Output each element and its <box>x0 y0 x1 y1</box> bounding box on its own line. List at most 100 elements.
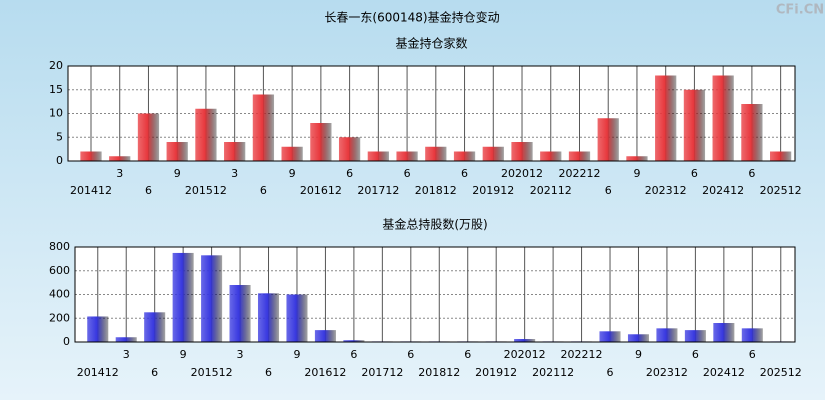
bar <box>195 108 217 161</box>
bar <box>367 151 389 161</box>
x-tick-label: 202112 <box>530 184 572 197</box>
x-tick-label: 3 <box>237 348 244 361</box>
bar <box>109 156 131 161</box>
bar <box>87 316 109 342</box>
bar <box>396 151 418 161</box>
x-tick-label: 202312 <box>646 366 688 379</box>
x-tick-label: 9 <box>293 348 300 361</box>
x-tick-label: 6 <box>464 348 471 361</box>
bar <box>343 340 365 342</box>
x-tick-label: 202012 <box>501 167 543 180</box>
y-tick-label: 200 <box>49 311 70 324</box>
bar <box>599 331 621 342</box>
bar <box>281 146 303 161</box>
bar <box>144 312 166 342</box>
bar <box>286 294 308 342</box>
x-tick-label: 202112 <box>532 366 574 379</box>
y-tick-label: 400 <box>49 288 70 301</box>
bar <box>224 142 246 161</box>
y-tick-label: 0 <box>63 335 70 348</box>
x-tick-label: 202512 <box>760 184 802 197</box>
x-tick-label: 201712 <box>361 366 403 379</box>
x-tick-label: 3 <box>231 167 238 180</box>
y-tick-label: 15 <box>49 83 63 96</box>
bar <box>712 75 734 161</box>
x-tick-label: 3 <box>116 167 123 180</box>
bar <box>257 293 280 342</box>
bar <box>425 146 447 161</box>
bar <box>229 285 251 342</box>
x-tick-label: 9 <box>289 167 296 180</box>
chart-title: 基金总持股数(万股) <box>382 217 487 232</box>
x-tick-label: 202312 <box>645 184 687 197</box>
watermark: CFi.CN <box>776 3 824 18</box>
y-tick-label: 800 <box>49 240 70 253</box>
bar <box>540 151 562 161</box>
bar <box>166 142 188 161</box>
x-tick-label: 9 <box>633 167 640 180</box>
bar <box>511 142 533 161</box>
bar <box>172 252 194 342</box>
bar <box>741 328 763 342</box>
x-tick-label: 9 <box>180 348 187 361</box>
plot-frame <box>74 246 796 343</box>
bar <box>80 151 102 161</box>
bar <box>770 151 792 161</box>
bar <box>201 255 223 342</box>
bar <box>683 89 706 161</box>
x-tick-label: 201912 <box>475 366 517 379</box>
x-tick-label: 9 <box>174 167 181 180</box>
x-tick-label: 6 <box>607 366 614 379</box>
x-tick-label: 201412 <box>70 184 112 197</box>
bar <box>656 328 678 342</box>
x-tick-label: 6 <box>461 167 468 180</box>
x-tick-label: 6 <box>407 348 414 361</box>
x-tick-label: 201512 <box>185 184 227 197</box>
y-tick-label: 20 <box>49 59 63 72</box>
x-tick-label: 201412 <box>77 366 119 379</box>
x-tick-label: 201712 <box>357 184 399 197</box>
x-tick-label: 6 <box>260 184 267 197</box>
y-tick-label: 10 <box>49 107 63 120</box>
bar <box>338 137 361 161</box>
x-tick-label: 201612 <box>300 184 342 197</box>
x-tick-label: 201612 <box>304 366 346 379</box>
page-title: 长春一东(600148)基金持仓变动 <box>324 10 499 25</box>
x-tick-label: 6 <box>346 167 353 180</box>
bar <box>115 337 137 342</box>
chart-title: 基金持仓家数 <box>395 36 467 51</box>
x-tick-label: 6 <box>145 184 152 197</box>
bar <box>626 156 648 161</box>
x-tick-label: 201812 <box>415 184 457 197</box>
bar <box>741 104 763 161</box>
y-tick-label: 0 <box>56 154 63 167</box>
x-tick-label: 202212 <box>558 167 600 180</box>
bar <box>684 330 706 342</box>
x-tick-label: 3 <box>123 348 130 361</box>
bar <box>568 151 591 161</box>
x-tick-label: 6 <box>692 348 699 361</box>
x-tick-label: 6 <box>748 167 755 180</box>
x-tick-label: 202412 <box>703 366 745 379</box>
y-tick-label: 5 <box>56 130 63 143</box>
x-tick-label: 202012 <box>504 348 546 361</box>
x-tick-label: 202512 <box>760 366 802 379</box>
x-tick-label: 6 <box>350 348 357 361</box>
x-tick-label: 201512 <box>191 366 233 379</box>
bar <box>655 75 677 161</box>
x-tick-label: 6 <box>404 167 411 180</box>
y-tick-label: 600 <box>49 264 70 277</box>
x-tick-label: 6 <box>691 167 698 180</box>
bar <box>597 118 619 161</box>
x-tick-label: 6 <box>151 366 158 379</box>
bar <box>453 151 476 161</box>
bar <box>627 334 650 342</box>
bar <box>713 323 735 342</box>
x-tick-label: 202212 <box>561 348 603 361</box>
bar <box>314 330 336 342</box>
bar <box>514 339 536 342</box>
x-tick-label: 201812 <box>418 366 460 379</box>
bar <box>482 146 504 161</box>
x-tick-label: 6 <box>265 366 272 379</box>
